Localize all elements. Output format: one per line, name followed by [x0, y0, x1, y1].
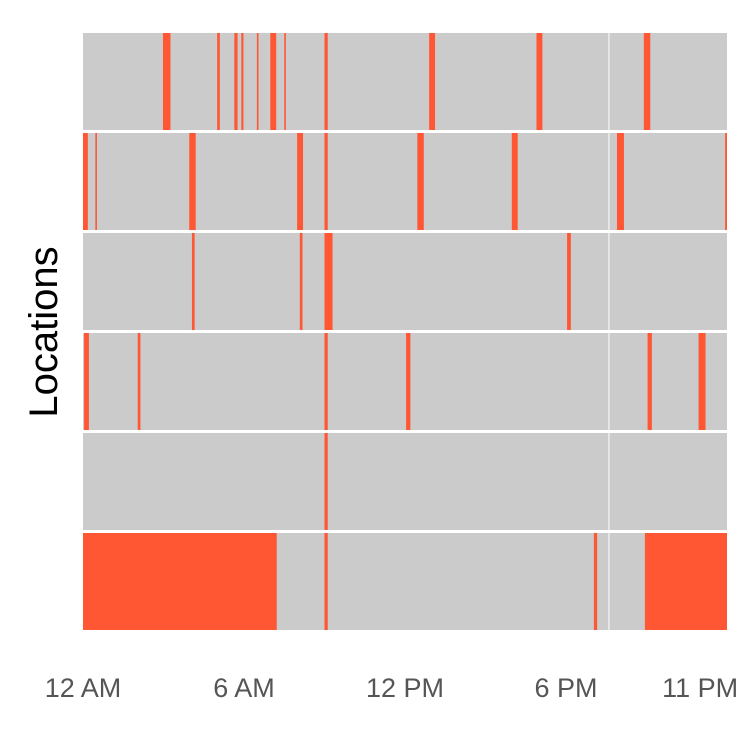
presence-segment	[406, 333, 411, 430]
presence-segment	[95, 133, 97, 230]
x-tick-label: 12 AM	[45, 673, 122, 703]
presence-segment	[324, 533, 328, 630]
presence-segment	[270, 33, 277, 130]
presence-segment	[511, 133, 518, 230]
presence-segment	[162, 33, 171, 130]
presence-segment	[84, 333, 89, 430]
x-tick-label: 12 PM	[366, 673, 444, 703]
presence-segment	[83, 133, 88, 230]
presence-segment	[191, 233, 195, 330]
presence-segment	[324, 233, 333, 330]
rows-layer	[83, 33, 727, 630]
presence-segment	[234, 33, 238, 130]
presence-segment	[256, 33, 259, 130]
presence-segment	[324, 433, 328, 530]
presence-segment	[324, 133, 328, 230]
presence-segment	[189, 133, 196, 230]
presence-segment	[698, 333, 706, 430]
x-tick-label: 6 PM	[534, 673, 597, 703]
presence-segment	[643, 33, 651, 130]
presence-segment	[593, 533, 598, 630]
x-axis-ticks: 12 AM 6 AM 12 PM 6 PM 11 PM	[45, 673, 738, 703]
location-row-3	[83, 233, 727, 330]
presence-segment	[324, 333, 328, 430]
presence-segment	[725, 133, 727, 230]
presence-segment	[284, 33, 286, 130]
row-background	[83, 233, 727, 330]
row-background	[83, 333, 727, 430]
presence-segment	[297, 133, 304, 230]
location-row-4	[83, 333, 727, 430]
location-row-6	[83, 533, 727, 630]
presence-segment	[217, 33, 220, 130]
presence-segment	[647, 333, 652, 430]
location-row-1	[83, 33, 727, 130]
presence-segment	[83, 533, 277, 630]
row-background	[83, 133, 727, 230]
location-row-5	[83, 433, 727, 530]
presence-segment	[567, 233, 571, 330]
presence-segment	[324, 33, 328, 130]
presence-segment	[299, 233, 303, 330]
row-background	[83, 33, 727, 130]
presence-segment	[137, 333, 141, 430]
presence-segment	[536, 33, 543, 130]
x-tick-label: 11 PM	[662, 673, 738, 703]
row-background	[83, 433, 727, 530]
presence-segment	[417, 133, 424, 230]
y-axis-title: Locations	[22, 246, 66, 417]
presence-segment	[644, 533, 727, 630]
presence-segment	[429, 33, 436, 130]
presence-segment	[241, 33, 244, 130]
location-row-2	[83, 133, 727, 230]
x-tick-label: 6 AM	[213, 673, 275, 703]
presence-segment	[616, 133, 624, 230]
